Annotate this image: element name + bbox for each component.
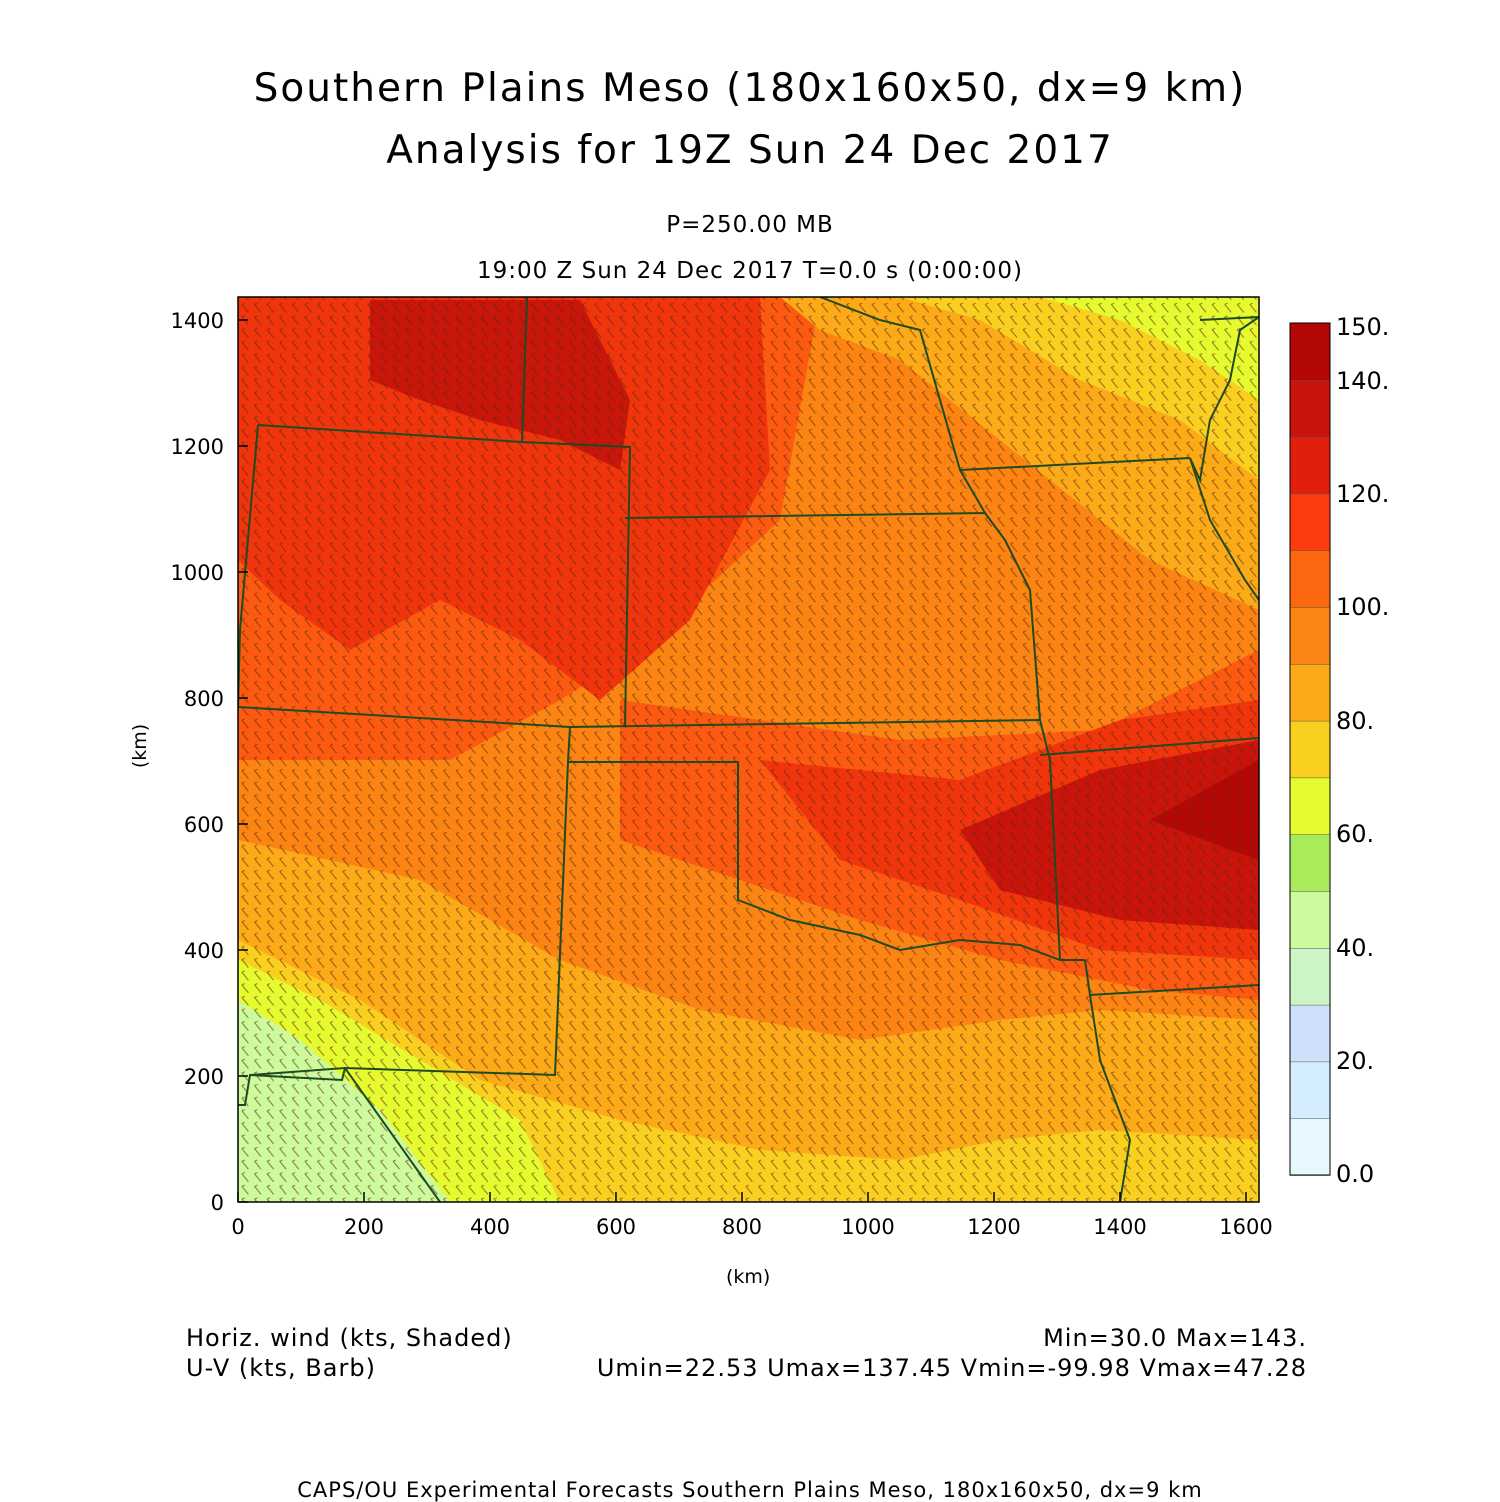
plot-frame bbox=[237, 296, 1260, 1203]
pressure-level: P=250.00 MB bbox=[666, 212, 834, 238]
colorbar-label: 140. bbox=[1336, 367, 1389, 395]
x-tick-label: 1000 bbox=[841, 1215, 894, 1239]
y-tick-label: 0 bbox=[211, 1191, 224, 1215]
y-tick-label: 1200 bbox=[171, 435, 224, 459]
colorbar-segment bbox=[1289, 1061, 1331, 1119]
colorbar-segment bbox=[1289, 663, 1331, 722]
colorbar-segment bbox=[1289, 493, 1331, 551]
colorbar-segment bbox=[1289, 720, 1331, 779]
colorbar-segment bbox=[1289, 833, 1331, 892]
x-axis-label: (km) bbox=[726, 1266, 771, 1288]
colorbar-segment bbox=[1289, 890, 1331, 949]
y-tick-label: 1400 bbox=[171, 309, 224, 333]
colorbar-segment bbox=[1289, 549, 1331, 608]
colorbar-segment bbox=[1289, 606, 1331, 665]
x-tick-label: 1600 bbox=[1219, 1215, 1272, 1239]
x-tick-label: 0 bbox=[231, 1215, 244, 1239]
colorbar-label: 100. bbox=[1336, 593, 1389, 621]
x-tick-label: 1200 bbox=[967, 1215, 1020, 1239]
colorbar-segment bbox=[1289, 322, 1331, 381]
y-axis-label: (km) bbox=[129, 723, 152, 769]
legend-uv-min-max: Umin=22.53 Umax=137.45 Vmin=-99.98 Vmax=… bbox=[596, 1354, 1307, 1382]
title-line-1: Southern Plains Meso (180x160x50, dx=9 k… bbox=[253, 66, 1247, 111]
y-tick-label: 1000 bbox=[171, 561, 224, 585]
y-tick-label: 200 bbox=[184, 1065, 224, 1089]
colorbar-label: 150. bbox=[1336, 313, 1389, 341]
y-tick-label: 800 bbox=[184, 687, 224, 711]
legend-min-max: Min=30.0 Max=143. bbox=[1043, 1324, 1307, 1352]
colorbar-label: 60. bbox=[1336, 820, 1374, 848]
x-tick-label: 1400 bbox=[1093, 1215, 1146, 1239]
footer-credit: CAPS/OU Experimental Forecasts Southern … bbox=[297, 1478, 1203, 1502]
x-tick-label: 800 bbox=[722, 1215, 762, 1239]
wind-barbs bbox=[238, 297, 1259, 1202]
x-ticks bbox=[237, 1192, 1247, 1202]
colorbar bbox=[1289, 322, 1331, 1176]
x-tick-label: 400 bbox=[470, 1215, 510, 1239]
colorbar-segment bbox=[1289, 1004, 1331, 1063]
map-plot-area bbox=[238, 297, 1259, 1202]
colorbar-segment bbox=[1289, 777, 1331, 835]
y-tick-label: 600 bbox=[184, 813, 224, 837]
y-tick-label: 400 bbox=[184, 939, 224, 963]
colorbar-segment bbox=[1289, 379, 1331, 438]
colorbar-segment bbox=[1289, 1117, 1331, 1176]
colorbar-label: 0.0 bbox=[1336, 1160, 1374, 1188]
x-tick-label: 600 bbox=[596, 1215, 636, 1239]
colorbar-label: 80. bbox=[1336, 707, 1374, 735]
state-boundaries bbox=[238, 297, 1259, 1202]
x-tick-label: 200 bbox=[344, 1215, 384, 1239]
legend-barb-field: U-V (kts, Barb) bbox=[186, 1354, 376, 1382]
colorbar-label: 20. bbox=[1336, 1047, 1374, 1075]
colorbar-frame bbox=[1289, 322, 1331, 1176]
legend-shaded-field: Horiz. wind (kts, Shaded) bbox=[186, 1324, 513, 1352]
y-ticks bbox=[238, 319, 248, 1203]
colorbar-label: 120. bbox=[1336, 480, 1389, 508]
colorbar-segment bbox=[1289, 436, 1331, 495]
valid-time: 19:00 Z Sun 24 Dec 2017 T=0.0 s (0:00:00… bbox=[476, 258, 1024, 284]
colorbar-label: 40. bbox=[1336, 934, 1374, 962]
colorbar-segment bbox=[1289, 947, 1331, 1006]
title-line-2: Analysis for 19Z Sun 24 Dec 2017 bbox=[386, 128, 1114, 173]
